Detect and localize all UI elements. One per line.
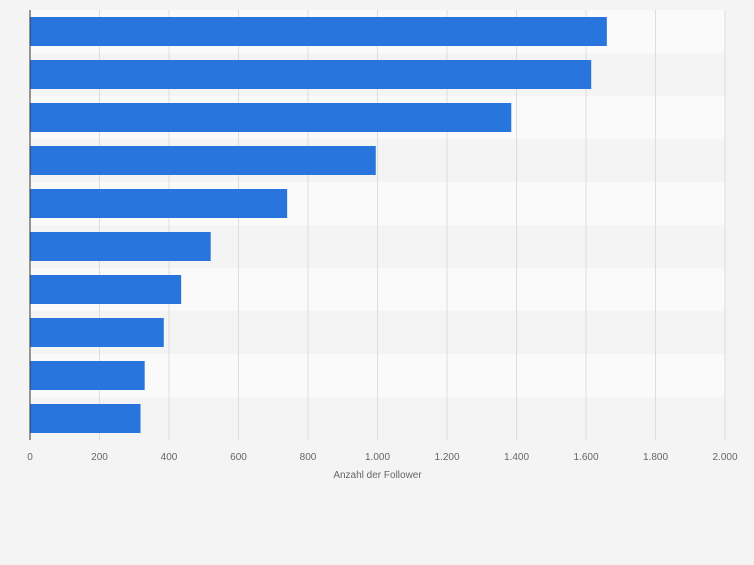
bars xyxy=(30,17,607,433)
x-tick-label: 1.000 xyxy=(365,452,390,463)
x-tick-label: 0 xyxy=(27,452,33,463)
bar[interactable] xyxy=(30,275,182,304)
x-axis-title: Anzahl der Follower xyxy=(333,470,422,481)
x-tick-label: 1.800 xyxy=(643,452,668,463)
x-tick-label: 1.600 xyxy=(573,452,598,463)
bar[interactable] xyxy=(30,189,288,218)
bar[interactable] xyxy=(30,404,141,433)
x-tick-label: 2.000 xyxy=(712,452,737,463)
x-tick-labels: 0 200 400 600 800 1.000 1.200 1.400 1.600 1.800 2.… xyxy=(27,452,738,463)
bar[interactable] xyxy=(30,146,376,175)
bar[interactable] xyxy=(30,17,607,46)
bar[interactable] xyxy=(30,361,145,390)
bar[interactable] xyxy=(30,318,164,347)
x-tick-label: 600 xyxy=(230,452,247,463)
bar[interactable] xyxy=(30,103,512,132)
bar[interactable] xyxy=(30,232,211,261)
x-tick-label: 1.400 xyxy=(504,452,529,463)
x-tick-label: 400 xyxy=(161,452,178,463)
bar[interactable] xyxy=(30,60,592,89)
x-tick-label: 200 xyxy=(91,452,108,463)
x-tick-label: 1.200 xyxy=(434,452,459,463)
x-tick-label: 800 xyxy=(300,452,317,463)
